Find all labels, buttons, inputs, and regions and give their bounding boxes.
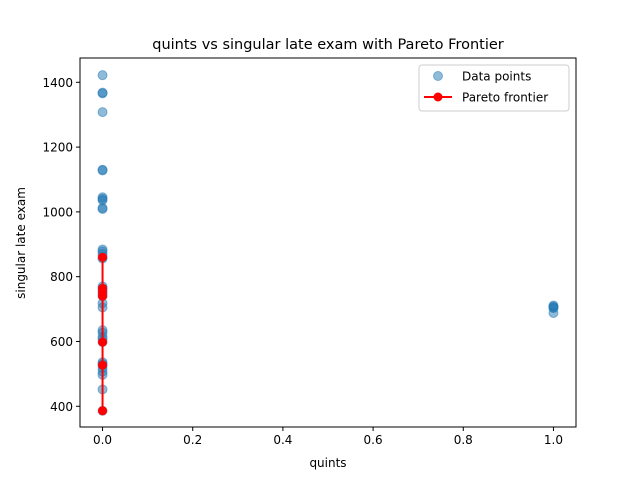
x-tick-label: 0.4 [273, 433, 292, 447]
legend: Data points Pareto frontier [418, 64, 570, 112]
plot-frame [79, 57, 577, 428]
x-tick-label: 0.6 [364, 433, 383, 447]
y-tick-label: 1400 [42, 76, 73, 90]
legend-data-points-label: Data points [462, 70, 531, 84]
legend-box [418, 64, 570, 112]
legend-pareto-frontier-marker [433, 92, 443, 102]
pareto-frontier-point [98, 337, 108, 347]
pareto-frontier-point [98, 291, 108, 301]
pareto-frontier-point [98, 252, 108, 262]
data-point [97, 88, 108, 99]
pareto-frontier-point [98, 360, 108, 370]
legend-data-points-marker [433, 71, 443, 81]
pareto-frontier-point [98, 406, 108, 416]
y-tick-label: 1200 [42, 141, 73, 155]
x-axis: 0.0 0.2 0.4 0.6 0.8 1.0 [93, 427, 563, 447]
y-tick-label: 800 [50, 270, 73, 284]
y-axis-label: singular late exam [14, 187, 28, 299]
y-tick-label: 600 [50, 335, 73, 349]
plot-area [97, 70, 559, 416]
x-tick-label: 0.2 [183, 433, 202, 447]
data-point [97, 107, 108, 118]
y-axis: 400 600 800 1000 1200 1400 [42, 76, 80, 414]
y-tick-label: 1000 [42, 205, 73, 219]
x-axis-label: quints [309, 456, 346, 470]
x-tick-label: 1.0 [544, 433, 563, 447]
data-point [97, 70, 108, 81]
y-tick-label: 400 [50, 400, 73, 414]
x-tick-label: 0.8 [454, 433, 473, 447]
data-point [97, 203, 108, 214]
legend-pareto-frontier-label: Pareto frontier [462, 91, 548, 105]
data-point [548, 307, 559, 318]
data-point [97, 165, 108, 176]
x-tick-label: 0.0 [93, 433, 112, 447]
chart-title: quints vs singular late exam with Pareto… [152, 37, 504, 53]
